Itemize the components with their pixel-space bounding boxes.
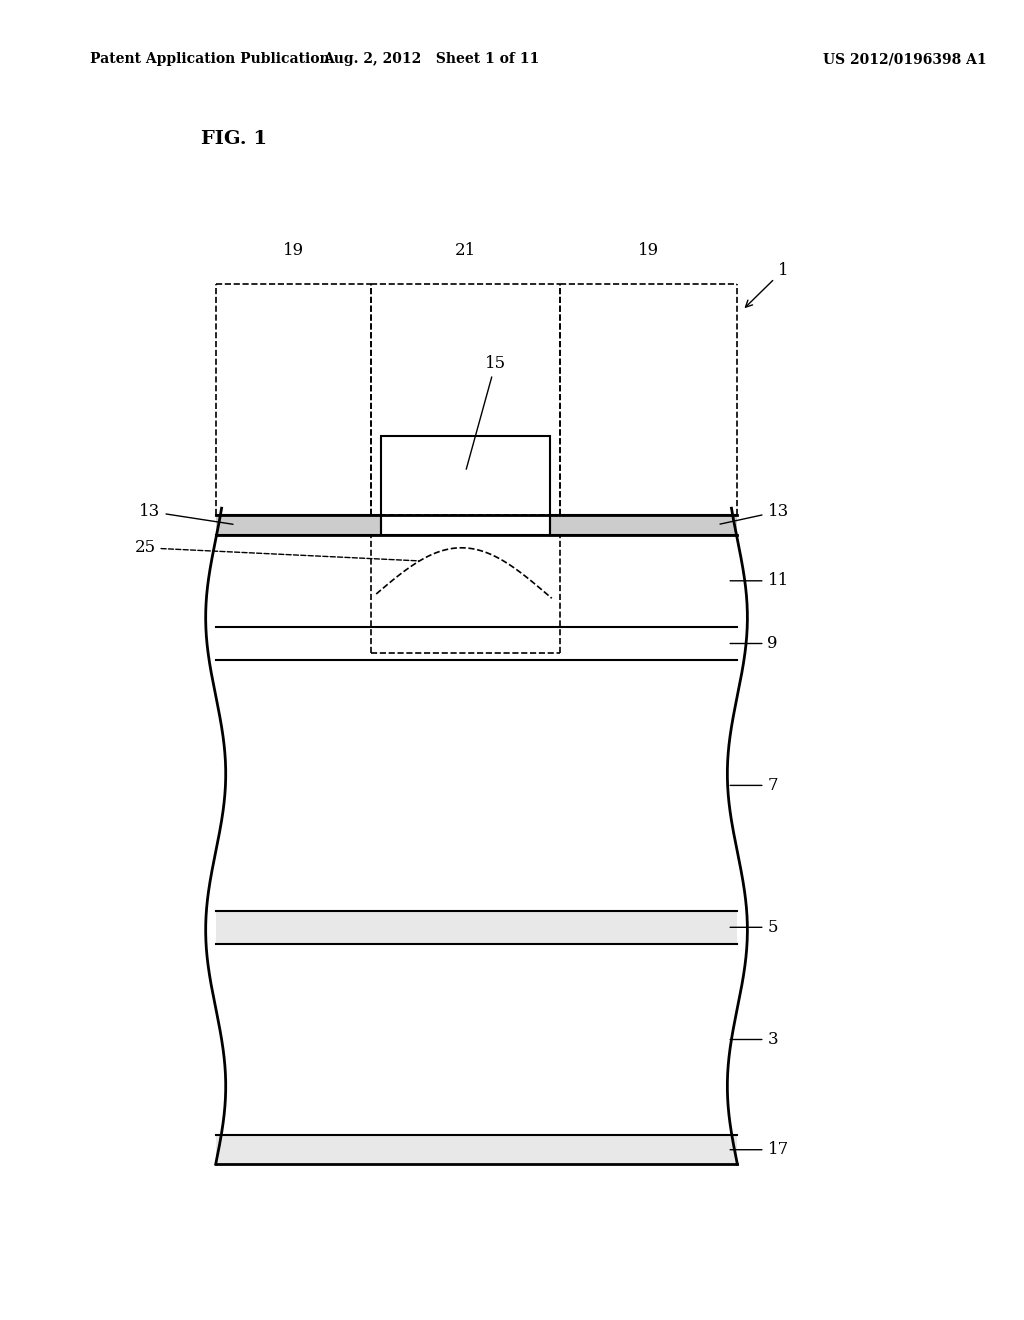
Text: 15: 15 bbox=[466, 355, 506, 469]
FancyBboxPatch shape bbox=[216, 515, 381, 535]
FancyBboxPatch shape bbox=[216, 911, 737, 944]
Text: US 2012/0196398 A1: US 2012/0196398 A1 bbox=[822, 53, 986, 66]
Text: 13: 13 bbox=[720, 503, 788, 524]
Text: 19: 19 bbox=[638, 243, 659, 259]
Text: 19: 19 bbox=[283, 243, 304, 259]
Text: 1: 1 bbox=[745, 263, 788, 308]
FancyBboxPatch shape bbox=[550, 515, 737, 535]
Text: Patent Application Publication: Patent Application Publication bbox=[90, 53, 330, 66]
Text: 3: 3 bbox=[730, 1031, 778, 1048]
Text: FIG. 1: FIG. 1 bbox=[201, 129, 267, 148]
Text: 11: 11 bbox=[730, 573, 788, 589]
FancyBboxPatch shape bbox=[381, 436, 550, 535]
Text: 7: 7 bbox=[730, 777, 778, 793]
Text: 25: 25 bbox=[134, 540, 419, 561]
Text: 9: 9 bbox=[730, 635, 778, 652]
Text: 5: 5 bbox=[730, 919, 778, 936]
Text: 13: 13 bbox=[139, 503, 233, 524]
Text: Aug. 2, 2012   Sheet 1 of 11: Aug. 2, 2012 Sheet 1 of 11 bbox=[324, 53, 540, 66]
Text: 17: 17 bbox=[730, 1142, 788, 1158]
Text: 21: 21 bbox=[455, 243, 476, 259]
FancyBboxPatch shape bbox=[216, 1135, 737, 1164]
